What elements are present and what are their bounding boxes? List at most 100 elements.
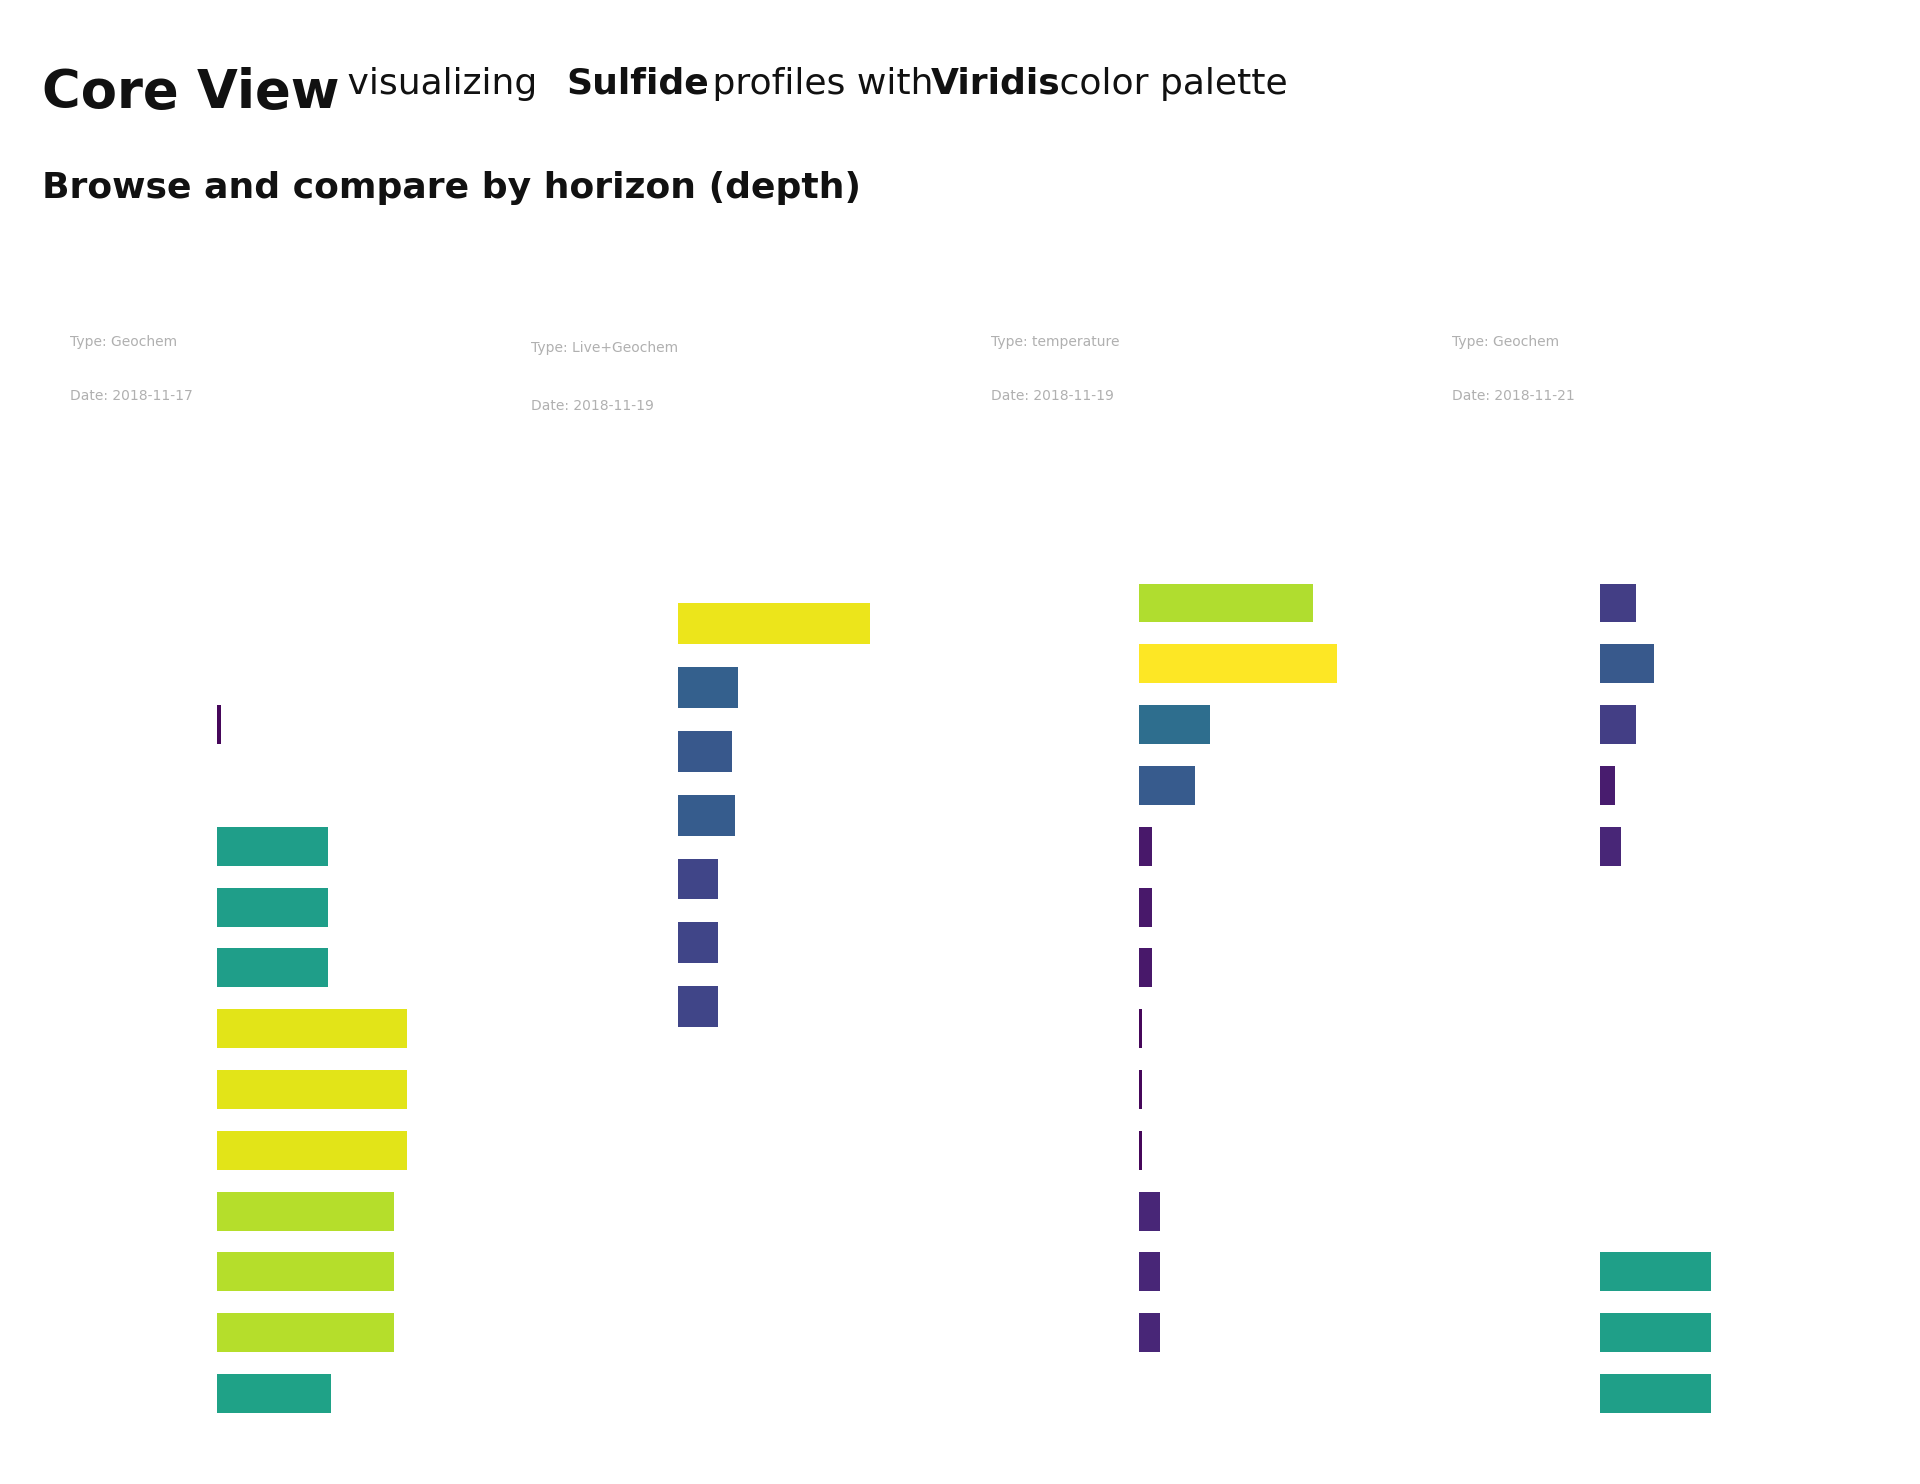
Text: Horizon: Horizon bbox=[1452, 487, 1519, 502]
Text: visualizing: visualizing bbox=[336, 67, 549, 101]
Bar bbox=[1139, 1252, 1160, 1291]
Bar bbox=[217, 1374, 332, 1413]
Text: 11_14: 11_14 bbox=[69, 1204, 115, 1218]
Text: 0.01: 0.01 bbox=[916, 1192, 950, 1205]
Text: Type: Geochem: Type: Geochem bbox=[1452, 334, 1559, 349]
Bar bbox=[1599, 1252, 1711, 1291]
Text: color palette: color palette bbox=[1048, 67, 1288, 101]
Text: 0.04: 0.04 bbox=[1377, 1021, 1411, 1036]
Text: S0196_PC7: S0196_PC7 bbox=[69, 266, 190, 283]
Text: 1_2: 1_2 bbox=[1452, 657, 1478, 671]
Text: 4_5: 4_5 bbox=[530, 809, 557, 822]
Bar bbox=[217, 1192, 394, 1230]
Text: 0.64: 0.64 bbox=[1377, 779, 1411, 792]
Bar bbox=[1139, 948, 1152, 987]
Text: 8_11: 8_11 bbox=[991, 1143, 1027, 1158]
Text: Type: Geochem: Type: Geochem bbox=[69, 334, 177, 349]
Text: 3_4: 3_4 bbox=[991, 718, 1018, 732]
Text: 11_14: 11_14 bbox=[1452, 1325, 1498, 1340]
Text: 5_8: 5_8 bbox=[1452, 901, 1478, 914]
Text: 3_4: 3_4 bbox=[1452, 779, 1478, 792]
Bar bbox=[217, 887, 328, 926]
Text: Horizon: Horizon bbox=[69, 487, 136, 502]
Text: 8_11: 8_11 bbox=[991, 1021, 1027, 1036]
Text: 11_14: 11_14 bbox=[991, 1264, 1037, 1279]
Text: ×: × bbox=[374, 266, 390, 283]
Text: 0.15: 0.15 bbox=[1377, 960, 1411, 975]
Text: 2_3: 2_3 bbox=[991, 657, 1018, 671]
Text: 5_8: 5_8 bbox=[1452, 1021, 1478, 1036]
Text: 0.00: 0.00 bbox=[1837, 1021, 1872, 1036]
Text: 8_11: 8_11 bbox=[991, 1082, 1027, 1097]
Text: Horizon: Horizon bbox=[991, 487, 1058, 502]
Text: Browse and compare by horizon (depth): Browse and compare by horizon (depth) bbox=[42, 171, 862, 205]
Text: 0.00: 0.00 bbox=[1837, 1082, 1872, 1097]
Bar bbox=[217, 948, 328, 987]
Text: 2.01: 2.01 bbox=[455, 1264, 490, 1279]
Text: 0.01: 0.01 bbox=[916, 1319, 950, 1334]
Text: Viridis: Viridis bbox=[931, 67, 1062, 101]
Bar bbox=[678, 923, 718, 963]
Text: 14_17: 14_17 bbox=[530, 1255, 576, 1269]
Text: 0.68: 0.68 bbox=[916, 680, 950, 695]
Text: 14_17: 14_17 bbox=[991, 1386, 1037, 1401]
Text: 2.01: 2.01 bbox=[455, 1204, 490, 1218]
Text: 11_14: 11_14 bbox=[1452, 1386, 1498, 1401]
Text: 2_3: 2_3 bbox=[69, 718, 96, 732]
Bar bbox=[678, 794, 735, 835]
Text: 0.41: 0.41 bbox=[1837, 597, 1872, 610]
Text: 3_4: 3_4 bbox=[530, 743, 557, 758]
Text: 8_11: 8_11 bbox=[69, 1143, 106, 1158]
Text: 8_11: 8_11 bbox=[1452, 1143, 1488, 1158]
Text: 0.01: 0.01 bbox=[916, 1128, 950, 1141]
Bar bbox=[1599, 705, 1636, 743]
Text: 1.27: 1.27 bbox=[1837, 1264, 1872, 1279]
Text: ×: × bbox=[1757, 266, 1772, 283]
Text: Value: Value bbox=[442, 487, 490, 502]
Text: S0200_PC5: S0200_PC5 bbox=[1452, 266, 1572, 283]
Text: 8_11: 8_11 bbox=[530, 1128, 566, 1141]
Text: 14_17: 14_17 bbox=[530, 1319, 576, 1334]
Bar bbox=[1599, 583, 1636, 622]
Bar bbox=[1599, 827, 1620, 865]
Text: 1.26: 1.26 bbox=[455, 840, 490, 853]
Text: 5_8: 5_8 bbox=[530, 873, 557, 886]
Text: 0.61: 0.61 bbox=[916, 743, 950, 758]
Text: 0.01: 0.01 bbox=[916, 1255, 950, 1269]
Text: 2.26: 2.26 bbox=[1377, 657, 1411, 671]
Text: 5_8: 5_8 bbox=[991, 901, 1018, 914]
Text: 5_8: 5_8 bbox=[1452, 960, 1478, 975]
Text: 0_1: 0_1 bbox=[1452, 597, 1478, 610]
Text: 4_5: 4_5 bbox=[1452, 840, 1478, 853]
Text: 0_1: 0_1 bbox=[69, 657, 96, 671]
Bar bbox=[678, 603, 870, 644]
Text: 1_2: 1_2 bbox=[530, 616, 557, 631]
Bar bbox=[217, 1313, 394, 1352]
Bar bbox=[217, 827, 328, 865]
Text: 0.24: 0.24 bbox=[1377, 1325, 1411, 1340]
Bar bbox=[1139, 766, 1194, 804]
Text: 8_11: 8_11 bbox=[1452, 1082, 1488, 1097]
Text: 0.01: 0.01 bbox=[455, 779, 490, 792]
Text: Core View: Core View bbox=[42, 67, 340, 119]
Text: 11_14: 11_14 bbox=[69, 1325, 115, 1340]
Bar bbox=[217, 1252, 394, 1291]
Bar bbox=[217, 705, 221, 743]
Text: 0.24: 0.24 bbox=[1377, 1204, 1411, 1218]
Text: 0.24: 0.24 bbox=[1837, 840, 1872, 853]
Text: 8_11: 8_11 bbox=[69, 1021, 106, 1036]
Bar bbox=[1599, 644, 1655, 683]
Text: 14_17: 14_17 bbox=[69, 1386, 115, 1401]
Text: Value: Value bbox=[1824, 487, 1872, 502]
Text: 8_11: 8_11 bbox=[530, 1192, 566, 1205]
Bar bbox=[1599, 1374, 1711, 1413]
Text: 5_8: 5_8 bbox=[69, 840, 96, 853]
Text: S0198_PC3: S0198_PC3 bbox=[530, 269, 651, 288]
Text: 0.46: 0.46 bbox=[916, 936, 950, 950]
Text: 11_14: 11_14 bbox=[991, 1325, 1037, 1340]
Text: 0.00: 0.00 bbox=[1837, 960, 1872, 975]
Text: 0.00: 0.00 bbox=[1837, 1204, 1872, 1218]
Bar bbox=[1139, 1131, 1142, 1169]
Text: 1.27: 1.27 bbox=[1837, 1325, 1872, 1340]
Text: 0.81: 0.81 bbox=[1377, 718, 1411, 732]
